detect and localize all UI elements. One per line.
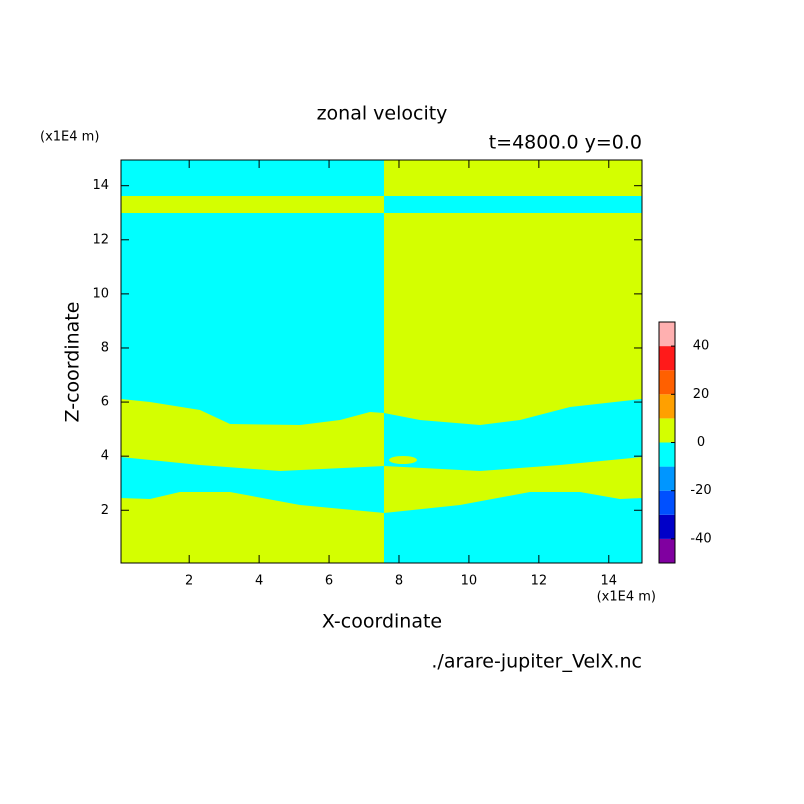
source-label: ./arare-jupiter_VelX.nc [431, 651, 642, 673]
y-tick-label: 8 [101, 340, 109, 355]
y-tick-label: 2 [101, 503, 109, 518]
colorbar-cell [659, 346, 675, 371]
colorbar-cell [659, 442, 675, 467]
colorbar-cell [659, 490, 675, 515]
colorbar-tick-label: -20 [690, 483, 711, 498]
x-tick-label: 12 [531, 574, 548, 589]
x-tick-label: 4 [255, 574, 263, 589]
x-tick-label: 10 [461, 574, 478, 589]
x-tick-label: 8 [395, 574, 403, 589]
colorbar-cell [659, 322, 675, 347]
colorbar-cell [659, 418, 675, 443]
x-tick-label: 14 [601, 574, 618, 589]
chart-title: zonal velocity [317, 103, 448, 125]
y-axis-label: Z-coordinate [62, 302, 84, 423]
y-tick-label: 12 [92, 232, 109, 247]
x-tick-label: 6 [325, 574, 333, 589]
colorbar-cell [659, 514, 675, 539]
contour-fill [121, 160, 384, 196]
contour-fill [384, 492, 642, 563]
plot-frame [120, 159, 643, 564]
x-tick-label: 2 [185, 574, 193, 589]
y-tick-label: 6 [101, 395, 109, 410]
colorbar-tick-label: 20 [693, 387, 710, 402]
y-tick-label: 10 [92, 286, 109, 301]
colorbar-cell [659, 538, 675, 563]
chart-subtitle: t=4800.0 y=0.0 [489, 132, 642, 154]
colorbar-cell [659, 466, 675, 491]
colorbar-tick-label: 0 [697, 435, 705, 450]
colorbar-cell [659, 370, 675, 395]
y-unit: (x1E4 m) [40, 130, 99, 145]
y-tick-label: 4 [101, 449, 109, 464]
contour-fill [121, 457, 384, 513]
contour-fill [384, 399, 642, 471]
contour-fill [352, 456, 380, 464]
colorbar-tick-label: -40 [690, 531, 711, 546]
colorbar-tick-label: 40 [693, 339, 710, 354]
contour-fill [384, 196, 642, 213]
contour-fill [121, 213, 384, 425]
contour-fill [389, 456, 417, 464]
y-tick-label: 14 [92, 178, 109, 193]
colorbar-cell [659, 394, 675, 419]
contour-field [121, 160, 642, 563]
x-unit: (x1E4 m) [597, 590, 656, 605]
x-axis-label: X-coordinate [322, 611, 442, 633]
